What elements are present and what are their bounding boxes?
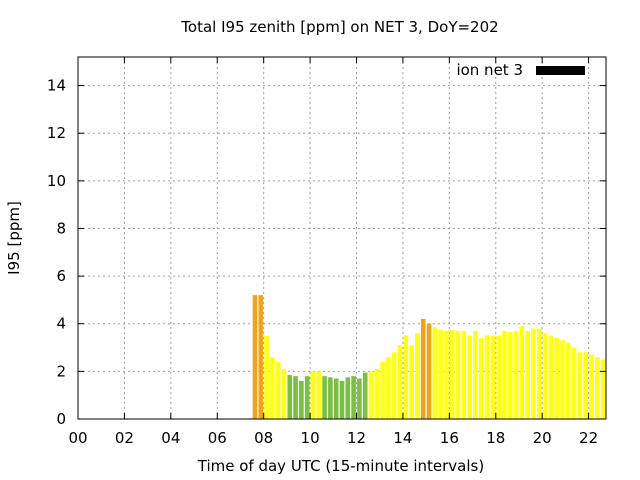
bar <box>345 377 351 419</box>
bar <box>507 332 513 419</box>
bar <box>357 378 362 419</box>
bar <box>583 352 589 419</box>
bar <box>519 326 525 419</box>
bar <box>565 342 571 419</box>
bar <box>264 335 269 419</box>
bar <box>461 330 467 419</box>
x-tick-label: 02 <box>115 429 134 447</box>
bar <box>328 377 333 419</box>
bars <box>252 295 606 419</box>
x-tick-label: 20 <box>533 429 552 447</box>
x-tick-label: 18 <box>486 429 505 447</box>
bar <box>299 380 304 419</box>
bar <box>455 330 461 419</box>
x-tick-label: 08 <box>254 429 273 447</box>
x-tick-label: 04 <box>161 429 180 447</box>
bar <box>577 352 583 419</box>
bar <box>531 328 536 419</box>
bar <box>467 335 472 419</box>
bar <box>589 354 594 419</box>
bar <box>473 330 478 419</box>
bar <box>391 352 397 419</box>
bar <box>380 361 385 419</box>
bar <box>374 368 380 419</box>
y-tick-label: 10 <box>47 172 66 190</box>
bar <box>536 328 542 419</box>
y-tick-label: 14 <box>47 77 66 95</box>
y-tick-label: 8 <box>56 219 66 237</box>
legend-swatch <box>536 66 585 75</box>
x-tick-label: 06 <box>208 429 227 447</box>
bar <box>478 338 484 419</box>
bar <box>554 338 559 419</box>
y-tick-label: 6 <box>56 267 66 285</box>
plot-frame <box>77 56 607 420</box>
bar <box>270 357 275 419</box>
bar <box>386 357 391 419</box>
x-tick-label: 00 <box>68 429 87 447</box>
bar <box>362 372 368 419</box>
x-tick-label: 12 <box>347 429 366 447</box>
bar <box>548 335 554 419</box>
bar <box>444 330 449 419</box>
bar <box>281 368 287 419</box>
bar <box>293 376 298 419</box>
bar <box>594 357 600 419</box>
bar <box>432 327 438 419</box>
bar <box>513 330 519 419</box>
bar <box>397 345 403 419</box>
bar <box>316 371 322 419</box>
bar <box>571 347 577 419</box>
bar <box>258 295 264 419</box>
x-axis-label: Time of day UTC (15-minute intervals) <box>197 457 484 475</box>
y-tick-label: 12 <box>47 124 66 142</box>
bar <box>333 378 339 419</box>
bar <box>287 374 293 419</box>
bar <box>409 345 414 419</box>
x-tick-label: 22 <box>579 429 598 447</box>
bar <box>449 329 455 419</box>
bar <box>304 376 310 419</box>
bar <box>438 329 443 419</box>
bar <box>275 361 281 419</box>
bar <box>322 376 327 419</box>
y-axis-label: I95 [ppm] <box>5 201 23 275</box>
y-tick-label: 4 <box>56 315 66 333</box>
x-tick-label: 10 <box>301 429 320 447</box>
bar <box>525 330 530 419</box>
y-tick-label: 2 <box>56 362 66 380</box>
x-tick-label: 16 <box>440 429 459 447</box>
bar <box>415 333 420 419</box>
bar <box>542 333 548 419</box>
chart-title: Total I95 zenith [ppm] on NET 3, DoY=202 <box>180 18 498 36</box>
bar <box>310 371 316 419</box>
bar <box>560 340 565 419</box>
bar <box>484 335 490 419</box>
bar <box>420 318 426 419</box>
bar <box>252 295 258 419</box>
bar <box>403 335 409 419</box>
bar <box>502 330 507 419</box>
bar <box>600 359 606 419</box>
bar <box>368 371 374 419</box>
y-tick-label: 0 <box>56 410 66 428</box>
x-tick-label: 14 <box>393 429 412 447</box>
bar <box>496 335 501 419</box>
legend-label: ion net 3 <box>456 61 523 79</box>
bar <box>351 376 356 419</box>
bar <box>339 380 345 419</box>
bar <box>490 335 496 419</box>
legend: ion net 3 <box>456 61 585 79</box>
bar <box>426 323 432 419</box>
